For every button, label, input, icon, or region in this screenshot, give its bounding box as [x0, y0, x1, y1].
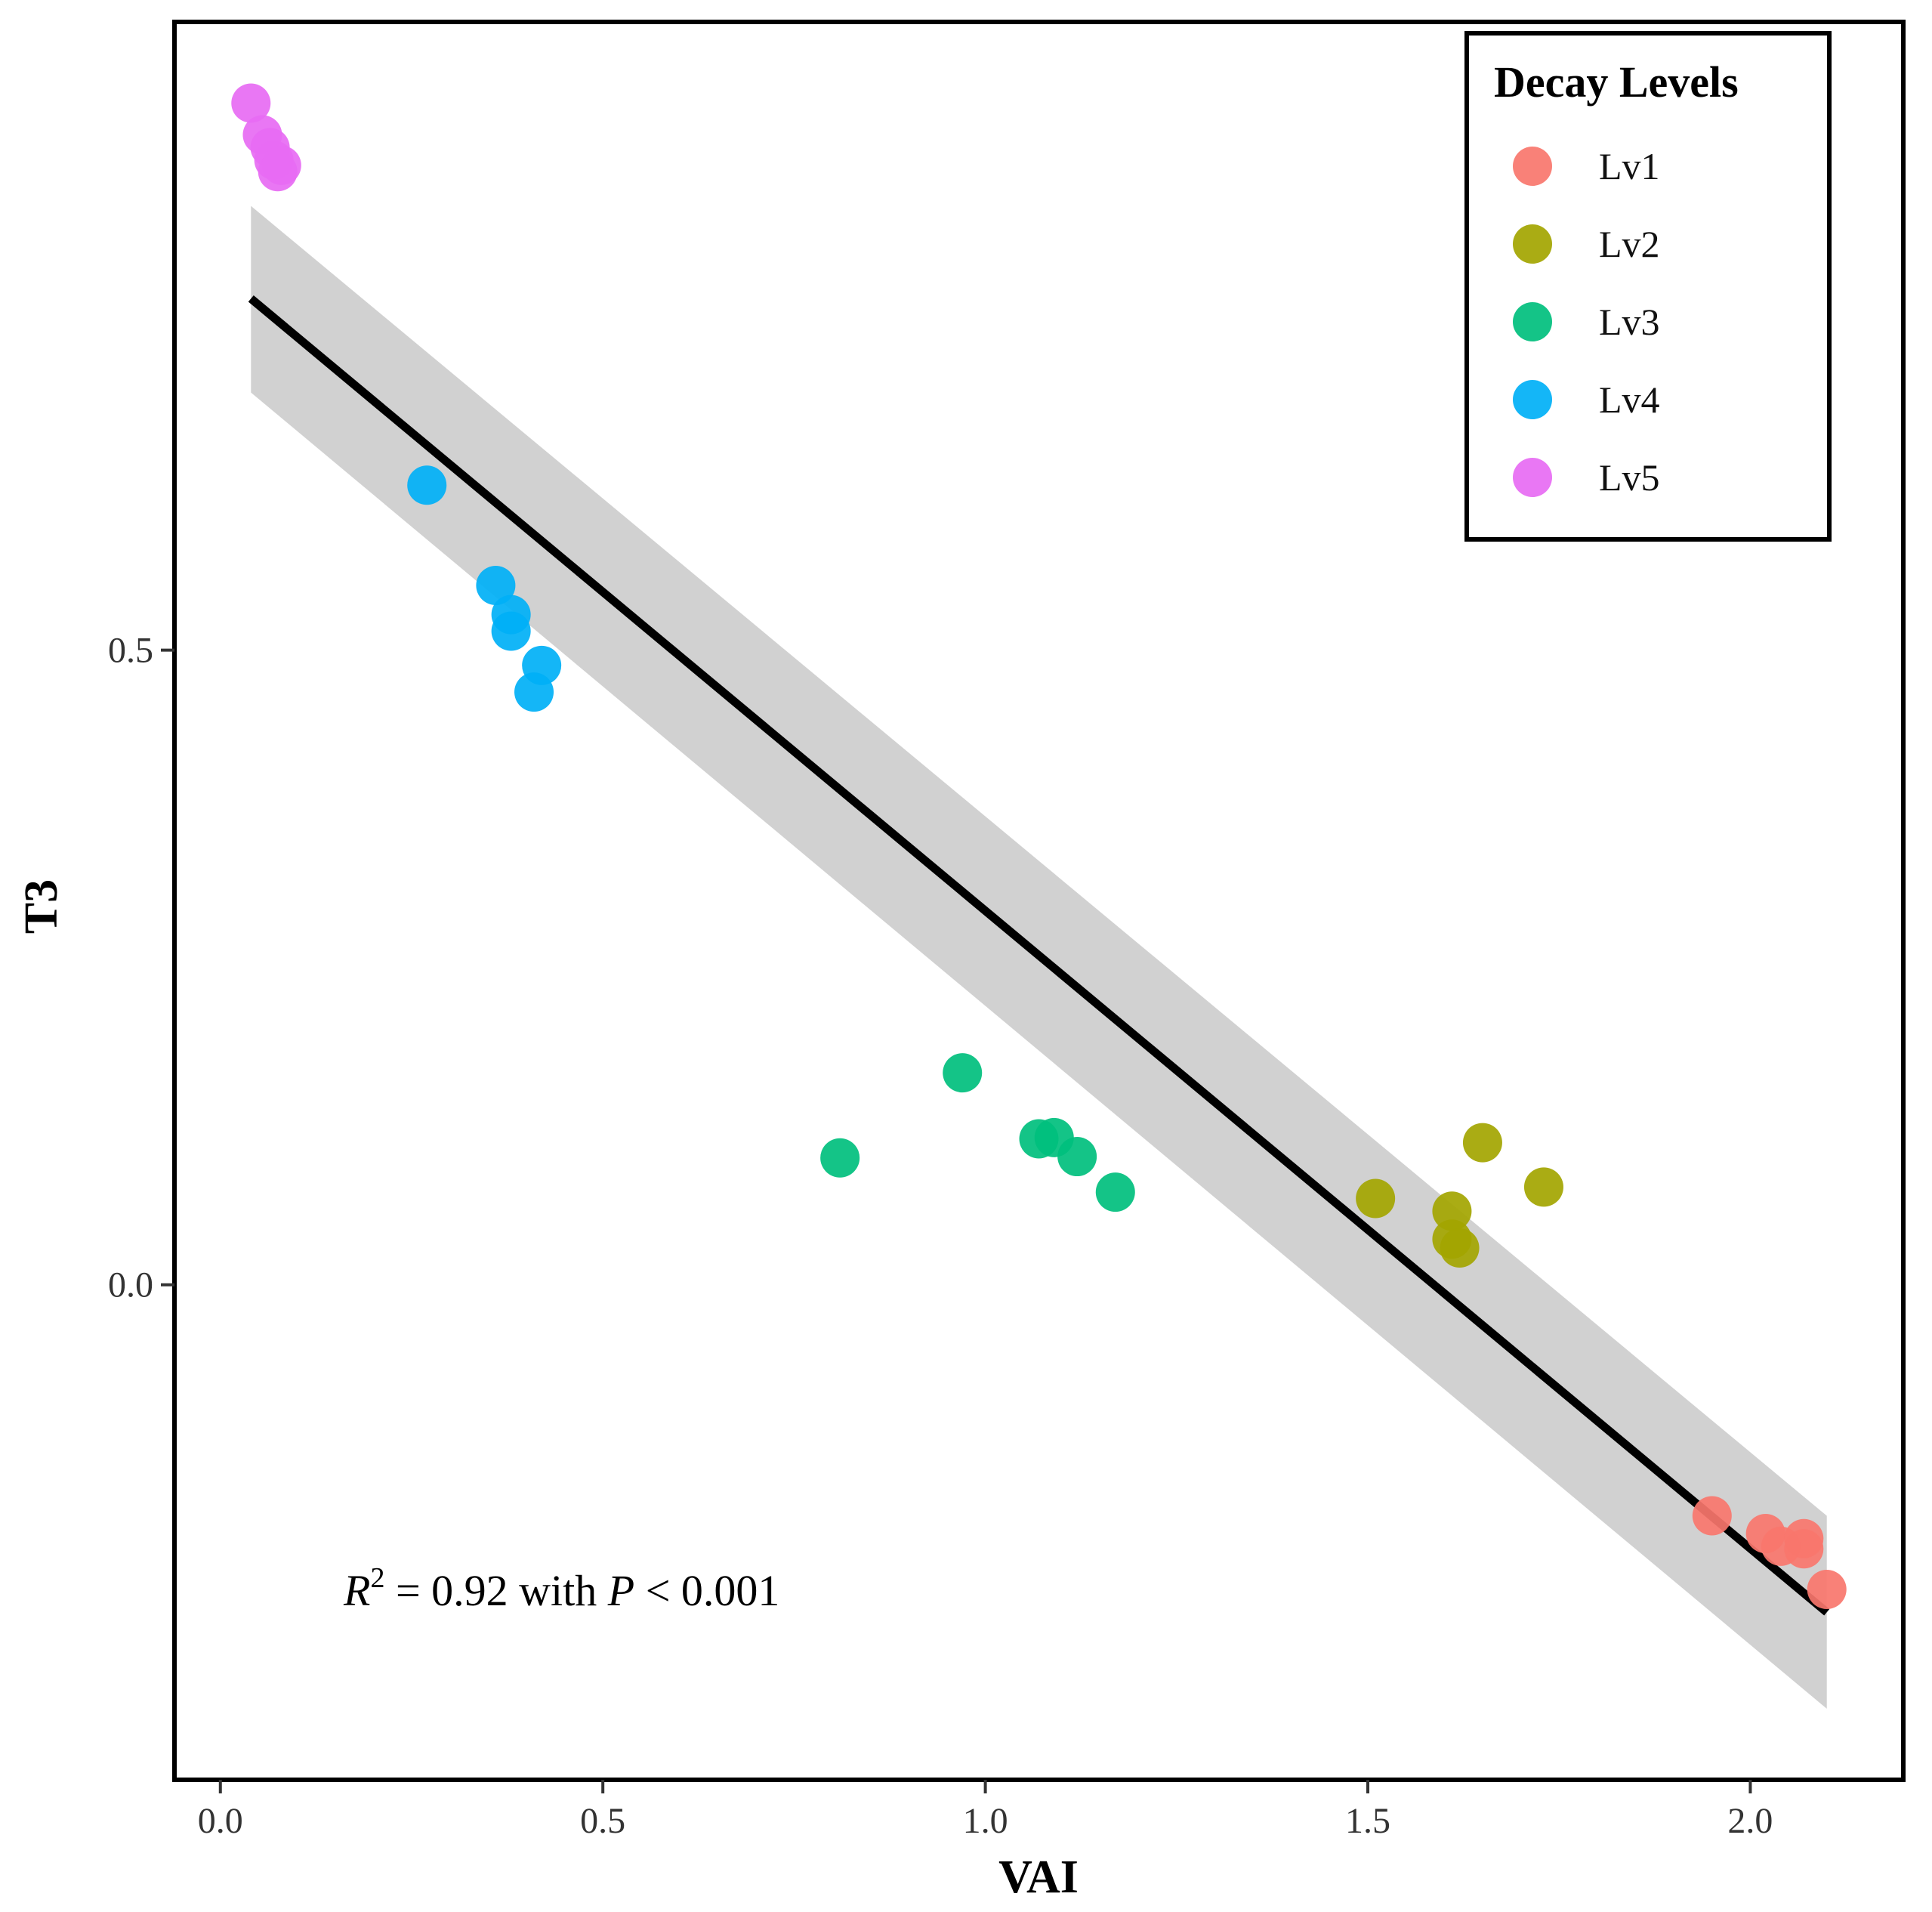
- x-tick-label: 0.5: [580, 1801, 625, 1841]
- legend-title: Decay Levels: [1494, 57, 1739, 107]
- y-axis-title: T3: [16, 879, 67, 934]
- p-symbol: P: [607, 1566, 634, 1615]
- point-lv3-1: [820, 1138, 860, 1178]
- r-superscript: 2: [370, 1562, 384, 1594]
- point-lv4-4: [491, 611, 531, 651]
- point-lv4-2: [476, 565, 516, 605]
- x-tick-label: 2.0: [1727, 1801, 1773, 1841]
- point-lv2-2: [1432, 1191, 1472, 1231]
- legend-key-lv5: [1513, 458, 1552, 497]
- r-symbol: R: [343, 1566, 370, 1615]
- legend-label-lv5: Lv5: [1599, 456, 1660, 499]
- legend-label-lv1: Lv1: [1599, 145, 1660, 187]
- stat-annotation: R2 = 0.92 with P < 0.001: [343, 1562, 779, 1615]
- legend-key-lv1: [1513, 147, 1552, 186]
- y-tick-label: 0.0: [108, 1265, 153, 1305]
- equals-text: = 0.92 with: [384, 1566, 607, 1615]
- point-lv1-1: [1692, 1496, 1732, 1536]
- point-lv2-1: [1356, 1178, 1396, 1219]
- point-lv3-2: [943, 1053, 983, 1093]
- x-tick-label: 0.0: [198, 1801, 243, 1841]
- x-tick-label: 1.0: [963, 1801, 1008, 1841]
- legend: Decay Levels Lv1 Lv2 Lv3 Lv4 Lv5: [1464, 31, 1832, 542]
- legend-entries: Lv1 Lv2 Lv3 Lv4 Lv5: [1513, 145, 1660, 499]
- legend-label-lv4: Lv4: [1599, 378, 1660, 421]
- y-axis-ticks: 0.0 0.5: [108, 631, 174, 1305]
- x-axis-title: VAI: [998, 1852, 1079, 1903]
- legend-box: [1464, 31, 1832, 542]
- point-lv4-6: [514, 672, 554, 712]
- point-lv1-5: [1784, 1529, 1824, 1569]
- legend-key-lv2: [1513, 224, 1552, 264]
- point-lv3-5: [1057, 1137, 1097, 1177]
- point-lv2-6: [1440, 1228, 1480, 1268]
- point-lv1-6: [1807, 1569, 1847, 1609]
- point-lv2-4: [1523, 1167, 1563, 1207]
- legend-label-lv2: Lv2: [1599, 223, 1660, 265]
- p-value-text: < 0.001: [634, 1566, 779, 1615]
- legend-label-lv3: Lv3: [1599, 301, 1660, 343]
- point-lv5-1: [231, 83, 271, 123]
- y-tick-label: 0.5: [108, 631, 153, 671]
- legend-key-lv3: [1513, 302, 1552, 341]
- point-lv3-6: [1095, 1172, 1135, 1212]
- regression-line: [248, 295, 1830, 1616]
- x-tick-label: 1.5: [1345, 1801, 1390, 1841]
- regression-line-group: [248, 295, 1830, 1616]
- panel-border: [172, 20, 1906, 1782]
- point-lv4-1: [407, 465, 447, 505]
- point-lv5-6: [261, 145, 301, 185]
- point-lv2-3: [1462, 1123, 1502, 1163]
- data-points-group: [231, 83, 1847, 1609]
- x-axis-ticks: 0.0 0.5 1.0 1.5 2.0: [198, 1780, 1773, 1841]
- legend-key-lv4: [1513, 380, 1552, 419]
